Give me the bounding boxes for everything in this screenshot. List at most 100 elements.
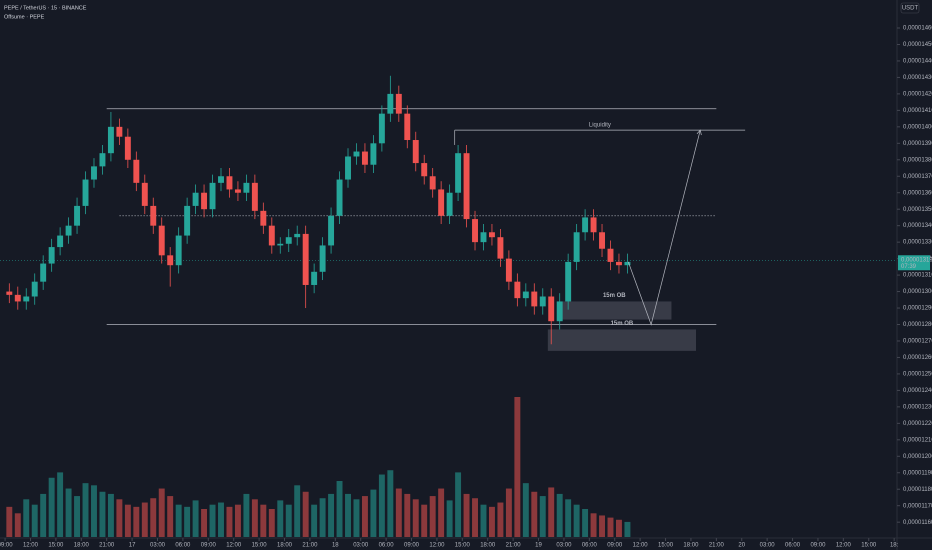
x-tick-label: 17 [129,543,136,549]
volume-bar [302,491,309,537]
volume-bar [184,506,191,537]
y-tick-label: 0,00001450 [903,42,932,48]
volume-bar [624,521,631,537]
x-tick-label: 09:00 [0,543,13,549]
order-block-label: 15m OB [603,293,626,299]
x-tick-label: 09:00 [201,543,217,549]
candle-body [429,176,436,190]
y-tick-label: 0,00001330 [903,240,932,246]
volume-bar [522,483,529,537]
candle-body [91,166,97,180]
candle-body [48,247,55,264]
candle-body [378,113,385,144]
volume-bar [539,496,546,537]
y-tick-label: 0,00001270 [903,339,932,345]
volume-bar [480,504,487,537]
volume-bar [616,519,622,537]
currency-box[interactable] [900,2,920,14]
candle-body [31,281,38,297]
y-tick-label: 0,00001280 [903,322,932,328]
last-price-label: 0,00001319 [901,257,932,263]
x-tick-label: 18:00 [480,543,496,549]
volume-bar [353,499,360,537]
candle-body [624,261,631,266]
volume-bar [268,509,275,537]
x-tick-label: 03:00 [760,543,776,549]
x-tick-label: 18: [890,543,899,549]
y-tick-label: 0,00001340 [903,223,932,229]
drawing-label: Liquidity [589,123,611,129]
candle-body [133,159,140,183]
candle-body [353,151,360,157]
candle-body [268,225,275,246]
volume-bar [6,506,13,537]
candle-body [505,258,512,282]
chart-title: PEPE / TetherUS · 15 · BINANCE [4,5,87,11]
x-tick-label: 18:00 [74,543,90,549]
candle-body [438,189,445,216]
candle-body [218,176,224,183]
volume-bar [243,493,250,537]
volume-bar [99,491,106,537]
candle-body [260,210,267,226]
volume-bar [150,498,157,537]
volume-bar [167,496,174,537]
candle-body [488,232,495,238]
volume-bar [607,517,614,537]
candle-body [590,217,597,233]
x-tick-label: 03:00 [353,543,369,549]
volume-bar [455,472,462,537]
x-tick-label: 15:00 [48,543,64,549]
y-tick-label: 0,00001200 [903,454,932,460]
volume-bar [23,499,30,537]
y-tick-label: 0,00001190 [903,470,932,476]
x-tick-label: 21:00 [506,543,522,549]
volume-bar [370,489,377,537]
volume-bar [446,500,453,537]
candle-body [74,205,81,226]
y-tick-label: 0,00001380 [903,157,932,163]
x-tick-label: 06:00 [785,543,801,549]
volume-bar [311,504,318,537]
y-tick-label: 0,00001350 [903,207,932,213]
x-tick-label: 19 [535,543,542,549]
y-tick-label: 0,00001440 [903,59,932,65]
volume-bar [48,477,55,537]
candle-body [472,219,478,243]
candle-body [522,291,529,299]
candle-body [184,205,191,236]
x-tick-label: 03:00 [556,543,572,549]
candle-body [582,217,589,233]
volume-bar [412,499,419,537]
currency[interactable]: USDT [902,6,919,12]
x-tick-label: 15:00 [658,543,674,549]
candle-body [345,156,351,180]
candle-body [412,140,419,164]
candle-body [141,182,148,206]
x-tick-label: 21:00 [709,543,725,549]
countdown: 07:39 [901,264,917,270]
y-tick-label: 0,00001160 [903,520,932,526]
candle-body [65,225,72,236]
candle-body [446,192,453,216]
volume-bar [429,496,436,537]
volume-bar [514,397,521,537]
candle-body [82,179,89,206]
x-tick-label: 18 [332,543,339,549]
volume-bar [91,485,97,537]
candle-body [514,281,521,299]
volume-bar [107,493,114,537]
volume-bar [565,499,572,537]
candle-body [226,176,233,190]
x-tick-label: 09:00 [404,543,420,549]
x-tick-label: 21:00 [302,543,318,549]
x-tick-label: 12:00 [429,543,445,549]
volume-bar [395,488,402,537]
candle-body [480,232,487,243]
candle-body [336,179,343,216]
y-tick-label: 0,00001420 [903,91,932,97]
candle-body [175,235,182,266]
volume-bar [116,499,123,537]
volume-bar [531,491,538,537]
